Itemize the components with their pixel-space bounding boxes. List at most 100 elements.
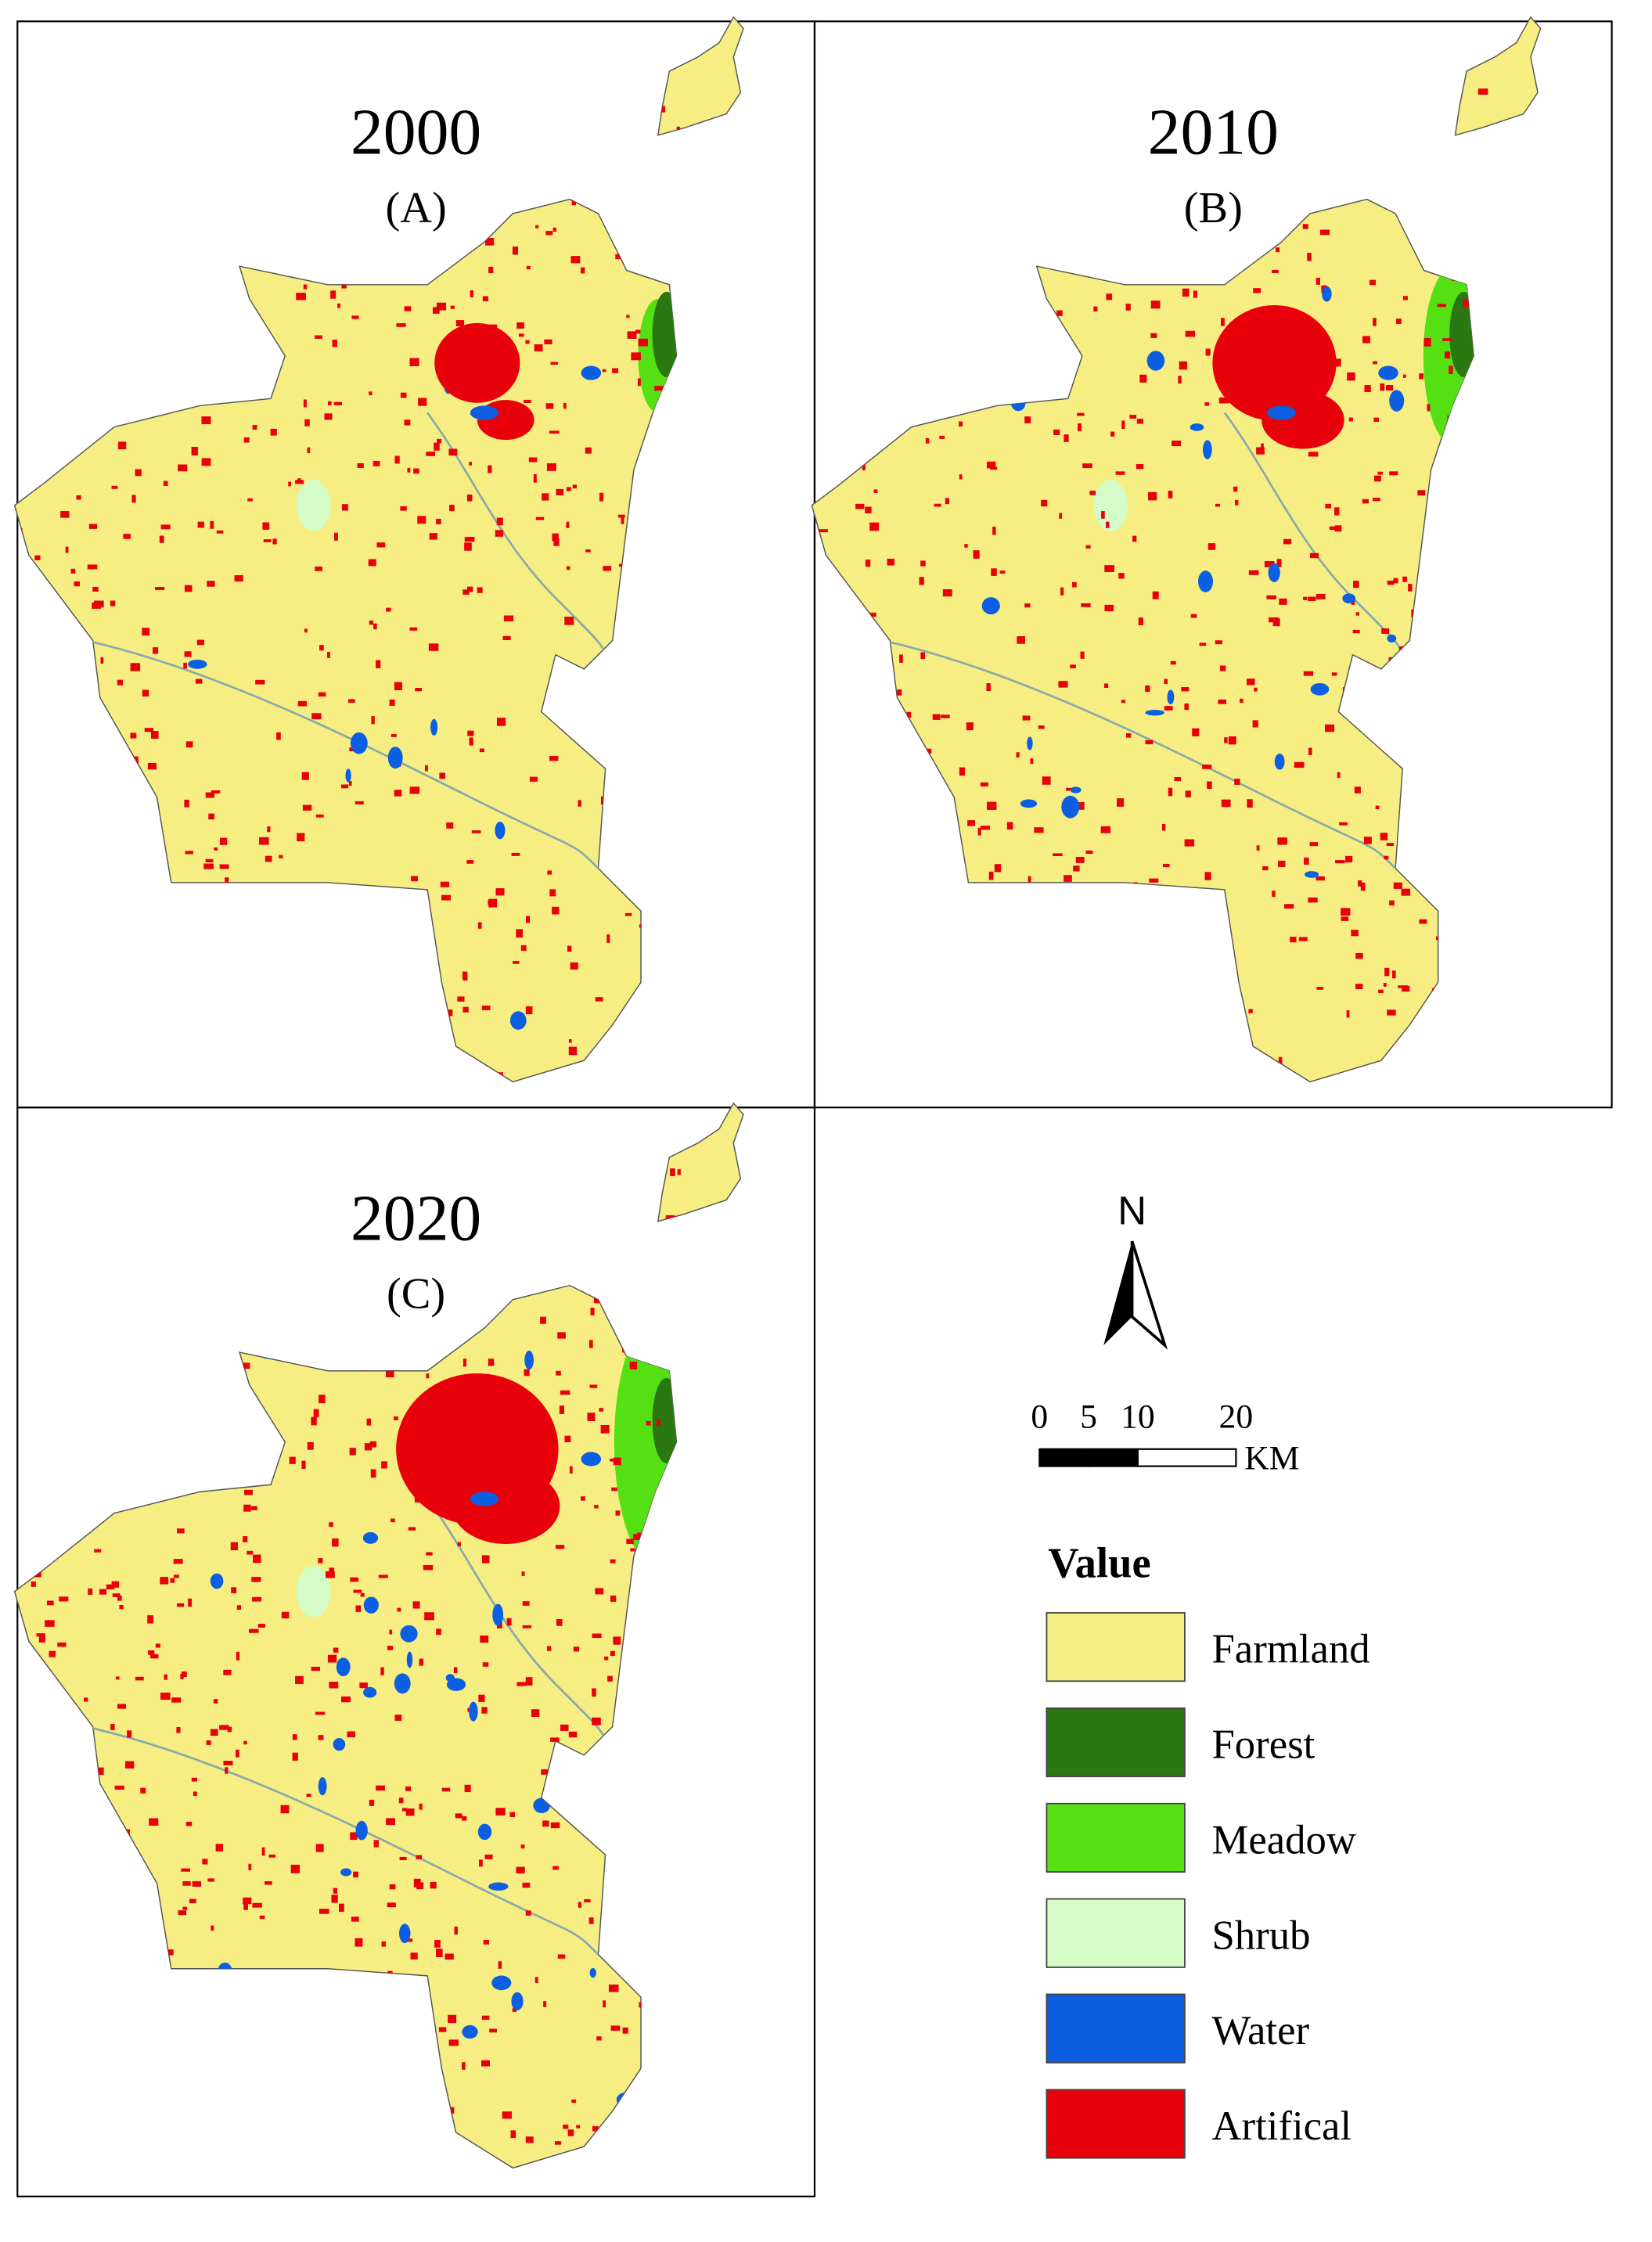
- settlement: [909, 261, 914, 268]
- settlement: [125, 2087, 134, 2091]
- settlement: [1006, 822, 1013, 830]
- settlement: [999, 362, 1008, 365]
- settlement: [564, 1435, 571, 1442]
- settlement: [139, 62, 149, 70]
- settlement: [871, 738, 882, 743]
- forest: [652, 291, 681, 378]
- settlement: [304, 419, 310, 426]
- settlement: [1387, 178, 1395, 182]
- settlement: [113, 883, 118, 891]
- settlement: [481, 2015, 490, 2021]
- settlement: [1093, 306, 1098, 312]
- settlement: [1308, 747, 1312, 755]
- settlement: [426, 452, 436, 456]
- settlement: [428, 643, 439, 651]
- settlement: [920, 560, 926, 567]
- settlement: [40, 847, 44, 855]
- settlement: [197, 521, 204, 528]
- settlement: [41, 1438, 50, 1446]
- settlement: [214, 2168, 223, 2174]
- settlement: [544, 339, 552, 345]
- water: [1020, 799, 1038, 808]
- settlement: [292, 1734, 297, 1740]
- settlement: [668, 863, 676, 872]
- settlement: [295, 1675, 304, 1685]
- settlement: [36, 1253, 46, 1258]
- settlement: [133, 326, 139, 333]
- settlement: [1387, 580, 1395, 585]
- settlement: [88, 524, 98, 529]
- settlement: [1440, 521, 1449, 525]
- settlement: [1337, 772, 1341, 778]
- settlement: [1094, 1063, 1098, 1071]
- settlement: [576, 2125, 581, 2129]
- settlement: [303, 399, 307, 408]
- settlement: [856, 89, 865, 93]
- settlement: [658, 541, 665, 547]
- settlement: [381, 1941, 386, 1947]
- settlement: [243, 437, 250, 443]
- settlement: [1264, 561, 1275, 567]
- settlement: [585, 549, 591, 552]
- settlement: [253, 1554, 261, 1564]
- settlement: [56, 371, 64, 380]
- settlement: [1463, 298, 1470, 308]
- settlement: [401, 1808, 408, 1812]
- settlement: [1079, 269, 1084, 275]
- settlement: [120, 363, 127, 369]
- settlement: [410, 1952, 418, 1960]
- settlement: [599, 1408, 603, 1412]
- settlement: [1121, 420, 1125, 430]
- settlement: [313, 1078, 323, 1082]
- settlement: [1184, 839, 1195, 847]
- settlement: [837, 983, 846, 990]
- settlement: [549, 755, 559, 761]
- settlement: [167, 1949, 174, 1956]
- settlement: [512, 247, 518, 255]
- settlement: [266, 1434, 272, 1440]
- settlement: [1028, 876, 1031, 883]
- settlement: [333, 1888, 338, 1894]
- settlement: [530, 1283, 540, 1287]
- settlement: [672, 1261, 682, 1269]
- settlement: [606, 1783, 613, 1788]
- settlement: [891, 937, 900, 946]
- settlement: [666, 826, 675, 833]
- legend-swatch: [1046, 1898, 1186, 1968]
- settlement: [238, 38, 243, 45]
- settlement: [858, 779, 866, 784]
- settlement: [621, 517, 624, 524]
- settlement: [150, 1654, 159, 1659]
- settlement: [1384, 967, 1390, 977]
- settlement: [127, 1121, 136, 1126]
- settlement: [851, 45, 860, 50]
- settlement: [1028, 147, 1036, 155]
- settlement: [575, 1240, 582, 1245]
- settlement: [155, 1643, 160, 1648]
- settlement: [604, 1656, 609, 1661]
- settlement: [946, 1044, 954, 1050]
- settlement: [1334, 358, 1341, 367]
- settlement: [194, 954, 204, 962]
- settlement: [502, 2111, 512, 2119]
- settlement: [1172, 227, 1182, 231]
- settlement: [1253, 288, 1261, 293]
- settlement: [524, 399, 531, 404]
- settlement: [622, 1345, 626, 1353]
- settlement: [656, 1419, 660, 1427]
- settlement: [646, 1420, 651, 1426]
- settlement: [513, 960, 520, 964]
- settlement: [135, 1937, 139, 1943]
- settlement: [516, 1682, 527, 1686]
- settlement: [1097, 1035, 1107, 1043]
- settlement: [178, 464, 188, 472]
- settlement: [1465, 553, 1476, 559]
- settlement: [525, 340, 530, 344]
- settlement: [85, 1348, 92, 1351]
- settlement: [1435, 67, 1442, 72]
- settlement: [869, 171, 879, 180]
- settlement: [439, 772, 446, 779]
- settlement: [991, 568, 997, 576]
- water: [524, 1350, 534, 1370]
- settlement: [217, 1357, 221, 1362]
